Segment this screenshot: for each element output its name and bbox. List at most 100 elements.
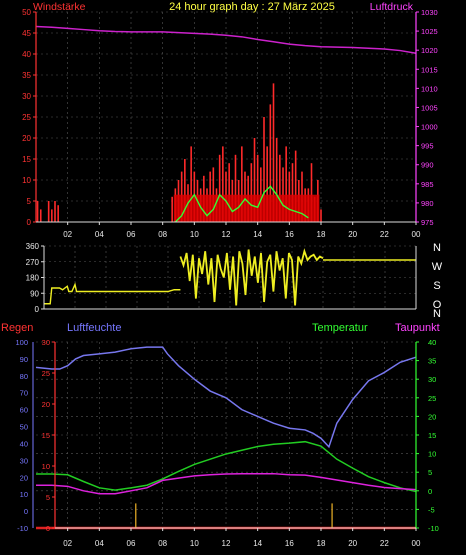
- wind-tick-label: 35: [22, 71, 31, 80]
- wind-tick-label: 10: [22, 176, 31, 185]
- luftfeuchte-label: Luftfeuchte: [67, 322, 121, 334]
- time-tick-label: 04: [95, 230, 104, 239]
- pressure-tick-label: 1000: [421, 123, 438, 132]
- time-tick-label: 22: [380, 230, 389, 239]
- direction-tick-label: 270: [26, 258, 40, 267]
- direction-tick-label: 360: [26, 242, 40, 251]
- taupunkt-label: Taupunkt: [395, 322, 440, 334]
- dewpoint-line: [36, 472, 417, 495]
- pressure-tick-label: 1020: [421, 46, 438, 55]
- rain-tick-label: 20: [42, 400, 50, 409]
- humidity-tick-label: 100: [15, 338, 28, 347]
- pressure-tick-label: 1015: [421, 65, 438, 74]
- temperatur-label: Temperatur: [312, 322, 368, 334]
- windstaerke-label: Windstärke: [33, 1, 86, 13]
- pressure-tick-label: 1030: [421, 8, 438, 17]
- temperature-tick-label: -5: [428, 505, 435, 514]
- time-tick-label: 14: [253, 230, 262, 239]
- wind-direction-line: [44, 282, 181, 305]
- wind-tick-label: 5: [27, 197, 32, 206]
- time-tick-label: 10: [190, 539, 199, 548]
- humidity-tick-label: 80: [20, 372, 28, 381]
- wind-tick-label: 40: [22, 50, 31, 59]
- humidity-tick-label: 70: [20, 389, 28, 398]
- rain-tick-label: 0: [46, 524, 50, 533]
- wind-direction-series: [44, 248, 416, 306]
- wind-average-line: [174, 185, 309, 223]
- time-tick-label: 12: [222, 230, 231, 239]
- time-tick-label: 16: [285, 539, 294, 548]
- wind-tick-label: 15: [22, 155, 31, 164]
- humidity-tick-label: 30: [20, 456, 28, 465]
- pressure-tick-label: 980: [421, 199, 434, 208]
- wind-pressure-panel: 0510152025303540455097598098599099510001…: [22, 8, 438, 239]
- rain-tick-label: 25: [42, 369, 50, 378]
- pressure-line: [35, 25, 417, 54]
- temperature-tick-label: 30: [428, 375, 436, 384]
- temperature-tick-label: -10: [428, 524, 439, 533]
- time-tick-label: 20: [348, 230, 357, 239]
- time-tick-label: 12: [222, 539, 231, 548]
- pressure-tick-label: 1010: [421, 84, 438, 93]
- time-tick-label: 06: [127, 539, 136, 548]
- rain-tick-label: 15: [42, 431, 50, 440]
- time-tick-label: 08: [158, 539, 167, 548]
- time-tick-label: 08: [158, 230, 167, 239]
- time-tick-label: 10: [190, 230, 199, 239]
- wind-tick-label: 20: [22, 134, 31, 143]
- compass-label: W: [432, 261, 443, 273]
- compass-label: N: [433, 308, 441, 320]
- wind-direction-grid: [44, 245, 416, 310]
- regen-label: Regen: [1, 322, 33, 334]
- time-tick-label: 14: [253, 539, 262, 548]
- wind-tick-label: 45: [22, 29, 31, 38]
- direction-tick-label: 90: [30, 289, 39, 298]
- wind-tick-label: 25: [22, 113, 31, 122]
- time-tick-label: 20: [348, 539, 357, 548]
- temperature-tick-label: 35: [428, 357, 436, 366]
- humidity-tick-label: -10: [17, 524, 28, 533]
- wind-tick-label: 0: [27, 218, 32, 227]
- compass-label: N: [433, 242, 441, 254]
- humidity-tick-label: 50: [20, 423, 28, 432]
- temperature-tick-label: 0: [428, 487, 432, 496]
- compass-label: S: [433, 280, 440, 292]
- humidity-tick-label: 0: [24, 507, 28, 516]
- luftdruck-label: Luftdruck: [370, 1, 414, 13]
- wind-tick-label: 30: [22, 92, 31, 101]
- time-tick-label: 22: [380, 539, 389, 548]
- compass-label: O: [433, 299, 442, 311]
- temperature-tick-label: 10: [428, 450, 436, 459]
- wind-direction-line: [179, 248, 324, 306]
- time-tick-label: 18: [317, 539, 326, 548]
- time-tick-label: 00: [412, 230, 421, 239]
- time-tick-label: 06: [127, 230, 136, 239]
- humidity-temperature-panel: -100102030405060708090100051015202530-10…: [15, 338, 438, 548]
- time-tick-label: 18: [317, 230, 326, 239]
- pressure-tick-label: 990: [421, 161, 434, 170]
- time-tick-label: 04: [95, 539, 104, 548]
- temperature-tick-label: 40: [428, 338, 436, 347]
- wind-pressure-series: [35, 25, 417, 223]
- humidity-temperature-tick-labels: -100102030405060708090100051015202530-10…: [15, 338, 438, 548]
- rain-tick-label: 5: [46, 493, 50, 502]
- temperature-tick-label: 25: [428, 394, 436, 403]
- temperature-tick-label: 20: [428, 412, 436, 421]
- pressure-tick-label: 975: [421, 218, 434, 227]
- pressure-tick-label: 985: [421, 180, 434, 189]
- graph-title: 24 hour graph day : 27 März 2025: [169, 1, 335, 13]
- humidity-tick-label: 10: [20, 490, 28, 499]
- time-tick-label: 02: [63, 539, 72, 548]
- wind-tick-label: 50: [22, 8, 31, 17]
- humidity-tick-label: 40: [20, 439, 28, 448]
- direction-tick-label: 180: [26, 274, 40, 283]
- wind-pressure-tick-labels: 0510152025303540455097598098599099510001…: [22, 8, 438, 239]
- humidity-tick-label: 60: [20, 406, 28, 415]
- rain-tick-label: 10: [42, 462, 50, 471]
- humidity-line: [35, 346, 417, 449]
- time-tick-label: 02: [63, 230, 72, 239]
- pressure-tick-label: 1025: [421, 27, 438, 36]
